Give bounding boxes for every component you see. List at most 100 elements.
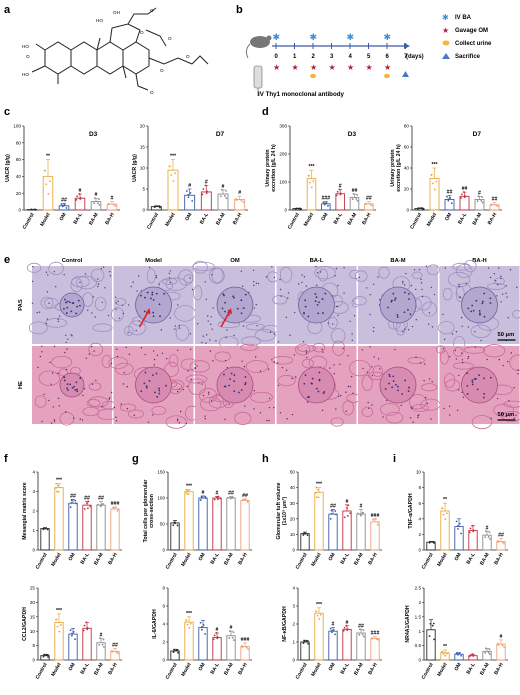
- x-tick-label: BA-L: [466, 662, 477, 675]
- nucleus-dot: [443, 407, 445, 410]
- nucleus-dot: [204, 418, 206, 420]
- nucleus-dot: [207, 315, 209, 317]
- nucleus-dot: [82, 394, 84, 397]
- nucleus-dot: [143, 310, 146, 313]
- nucleus-dot: [286, 418, 288, 420]
- nucleus-dot: [317, 390, 320, 393]
- data-point: [481, 196, 484, 199]
- data-point: [47, 656, 49, 658]
- tubule-shape: [34, 395, 47, 408]
- data-point: [215, 631, 218, 634]
- nucleus-dot: [53, 270, 56, 273]
- nucleus-dot: [353, 315, 356, 317]
- data-point: [189, 622, 192, 625]
- data-point: [487, 651, 490, 654]
- nucleus-dot: [53, 420, 56, 423]
- nucleus-dot: [486, 358, 488, 361]
- data-point: [359, 628, 361, 631]
- data-point: [428, 541, 431, 544]
- significance-label: ##: [242, 493, 248, 499]
- x-tick-label: BA-L: [210, 662, 221, 675]
- data-point: [86, 628, 89, 631]
- nucleus-dot: [415, 288, 417, 291]
- nucleus-dot: [224, 418, 226, 421]
- data-point: [460, 193, 463, 196]
- nucleus-dot: [158, 283, 160, 285]
- data-point: [191, 199, 194, 202]
- panel-letter-a: a: [4, 4, 11, 16]
- data-point: [329, 517, 332, 520]
- nucleus-dot: [70, 334, 72, 336]
- significance-label: ###: [371, 631, 380, 637]
- molecule-label: HO: [22, 44, 29, 49]
- data-point: [445, 652, 448, 655]
- data-point: [224, 195, 226, 197]
- significance-label: ###: [111, 501, 120, 507]
- nucleus-dot: [66, 387, 68, 390]
- nucleus-dot: [402, 282, 404, 284]
- panel-letter-e: e: [4, 254, 10, 266]
- nucleus-dot: [392, 292, 395, 295]
- nucleus-dot: [351, 339, 354, 342]
- y-tick-label: 2: [292, 622, 295, 627]
- y-axis-label: NR4A1/GAPDH: [405, 605, 411, 642]
- data-point: [458, 522, 461, 525]
- tubule-shape: [111, 307, 124, 322]
- data-point: [242, 201, 245, 203]
- nucleus-dot: [79, 281, 81, 284]
- tubule-shape: [245, 360, 269, 373]
- nucleus-dot: [345, 410, 347, 412]
- nucleus-dot: [48, 399, 50, 402]
- data-point: [112, 203, 115, 206]
- nucleus-dot: [268, 406, 271, 409]
- y-tick-label: 10: [140, 166, 146, 171]
- nucleus-dot: [303, 312, 305, 315]
- nucleus-dot: [413, 269, 416, 271]
- data-point: [351, 198, 354, 200]
- data-point: [444, 518, 447, 521]
- nucleus-dot: [379, 368, 381, 370]
- data-point: [374, 517, 377, 520]
- significance-label: #: [346, 499, 349, 505]
- data-point: [330, 509, 333, 512]
- data-point: [303, 532, 306, 535]
- nucleus-dot: [54, 286, 57, 288]
- tubule-shape: [214, 351, 231, 362]
- data-point: [247, 648, 249, 651]
- tubule-shape: [380, 403, 400, 416]
- tubule-shape: [38, 370, 61, 387]
- data-point: [312, 180, 315, 182]
- tubule-shape: [279, 266, 293, 283]
- bar: [212, 637, 222, 661]
- data-point: [339, 192, 342, 195]
- significance-label: **: [46, 154, 51, 160]
- data-point: [47, 193, 50, 195]
- nucleus-dot: [455, 331, 458, 333]
- tubule-shape: [124, 325, 134, 336]
- nucleus-dot: [352, 392, 354, 394]
- data-point: [488, 531, 491, 534]
- nucleus-dot: [402, 280, 404, 283]
- data-point: [376, 523, 379, 526]
- nucleus-dot: [153, 358, 156, 361]
- nucleus-dot: [155, 292, 158, 295]
- nucleus-dot: [467, 326, 469, 328]
- nucleus-dot: [233, 380, 236, 382]
- significance-label: #: [332, 622, 335, 628]
- nucleus-dot: [424, 363, 426, 365]
- bar: [429, 178, 440, 211]
- x-tick-label: Model: [164, 211, 177, 227]
- y-tick-label: 25: [30, 586, 36, 591]
- bar: [370, 521, 380, 551]
- oval-icon: [384, 73, 390, 79]
- nucleus-dot: [461, 391, 463, 394]
- nucleus-dot: [510, 352, 513, 354]
- nucleus-dot: [420, 282, 423, 284]
- significance-label: ***: [316, 602, 323, 608]
- nucleus-dot: [373, 356, 375, 358]
- data-point: [228, 637, 231, 639]
- bar: [184, 194, 196, 211]
- nucleus-dot: [410, 406, 412, 409]
- nucleus-dot: [155, 372, 158, 375]
